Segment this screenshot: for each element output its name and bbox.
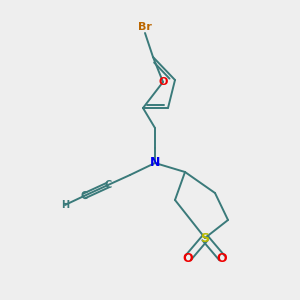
Text: Br: Br — [138, 22, 152, 32]
Text: O: O — [183, 251, 193, 265]
Text: H: H — [61, 200, 69, 210]
Text: C: C — [104, 180, 112, 190]
Text: N: N — [150, 157, 160, 169]
Text: O: O — [217, 251, 227, 265]
Text: S: S — [200, 232, 209, 244]
Text: C: C — [80, 191, 88, 201]
Text: O: O — [158, 77, 168, 87]
